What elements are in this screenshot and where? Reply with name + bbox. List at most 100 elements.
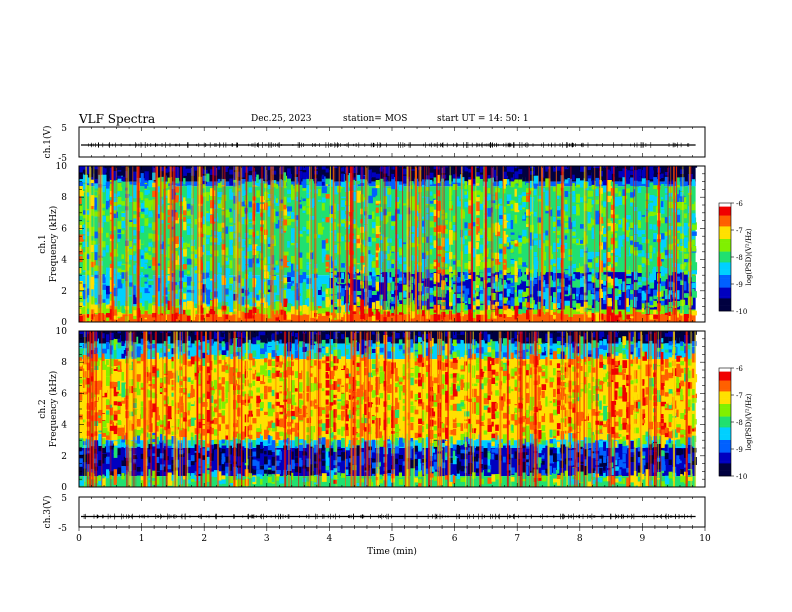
spectrogram-cell — [186, 331, 191, 336]
spectrogram-cell — [441, 249, 446, 257]
spectrogram-cell — [240, 179, 246, 184]
spectrogram-cell — [553, 221, 557, 226]
spectrogram-cell — [213, 298, 218, 307]
spectrogram-cell — [653, 166, 657, 171]
spectrogram-cell — [499, 279, 502, 289]
spectrogram-cell — [645, 302, 651, 307]
spectrogram-cell — [233, 255, 237, 264]
spectrogram-cell — [298, 185, 303, 190]
spectrogram-cell — [152, 446, 156, 454]
spectrogram-cell — [79, 264, 83, 268]
spectrogram-cell — [79, 480, 85, 486]
spectrogram-cell — [163, 332, 168, 341]
spectrogram-cell — [109, 331, 115, 336]
spectrogram-cell — [287, 197, 292, 203]
spectrogram-cell — [576, 204, 580, 210]
spectrogram-cell — [183, 264, 188, 270]
spectrogram-cell — [287, 291, 290, 299]
spectrogram-cell — [375, 300, 380, 310]
spectrogram-cell — [441, 166, 446, 174]
spectrogram-cell — [117, 403, 121, 410]
spectrogram-cell — [610, 282, 614, 289]
spectrogram-cell — [140, 331, 144, 333]
spectrogram-cell — [275, 185, 280, 192]
spectrogram-cell — [387, 202, 392, 208]
spectrogram-cell — [109, 443, 115, 450]
spectrogram-cell — [487, 295, 490, 301]
spectrogram-cell — [325, 168, 329, 173]
spectrogram-cell — [649, 252, 652, 259]
spectrogram-cell — [371, 306, 375, 312]
y-tick-label: 6 — [61, 224, 67, 234]
spectrogram-cell — [599, 277, 605, 284]
spectrogram-cell — [225, 424, 229, 430]
spectrogram-cell — [186, 219, 193, 224]
spectrogram-cell — [275, 230, 281, 240]
spectrogram-cell — [291, 198, 296, 206]
spectrogram-cell — [556, 166, 561, 171]
spectrogram-cell — [171, 396, 175, 401]
spectrogram-cell — [125, 166, 130, 169]
spectrogram-cell — [568, 186, 573, 193]
spectrogram-cell — [341, 188, 347, 197]
spectrogram-cell — [279, 216, 285, 221]
spectrogram-cell — [495, 255, 501, 265]
spectrogram-cell — [159, 199, 164, 205]
spectrogram-cell — [549, 254, 554, 260]
spectrogram-cell — [248, 212, 253, 220]
sferic-streak — [367, 166, 369, 322]
spectrogram-cell — [202, 336, 206, 342]
spectrogram-cell — [387, 277, 393, 283]
spectrogram-cell — [121, 452, 124, 461]
spectrogram-cell — [291, 270, 295, 277]
spectrogram-cell — [121, 272, 125, 279]
spectrogram-cell — [383, 309, 387, 315]
spectrogram-cell — [113, 226, 117, 231]
spectrogram-cell — [175, 309, 179, 317]
spectrogram-cell — [225, 403, 228, 409]
spectrogram-cell — [495, 274, 498, 282]
spectrogram-cell — [607, 214, 611, 223]
spectrogram-cell — [233, 178, 237, 183]
spectrogram-cell — [626, 227, 630, 237]
spectrogram-cell — [294, 215, 299, 220]
spectrogram-cell — [144, 308, 148, 318]
spectrogram-cell — [229, 260, 233, 269]
spectrogram-cell — [445, 206, 450, 212]
spectrogram-cell — [664, 272, 669, 280]
spectrogram-cell — [437, 273, 440, 283]
spectrogram-cell — [291, 256, 295, 263]
spectrogram-cell — [121, 252, 125, 259]
spectrogram-cell — [637, 276, 642, 282]
spectrogram-cell — [437, 237, 442, 246]
spectrogram-cell — [556, 173, 560, 178]
spectrogram-cell — [291, 278, 294, 284]
spectrogram-cell — [186, 433, 192, 441]
colorbar-tick-label: -6 — [736, 200, 743, 208]
spectrogram-cell — [129, 306, 132, 314]
spectrogram-cell — [156, 186, 161, 193]
spectrogram-cell — [79, 438, 84, 448]
spectrogram-cell — [244, 299, 250, 305]
spectrogram-cell — [237, 331, 241, 338]
spectrogram-cell — [691, 196, 695, 205]
spectrogram-cell — [264, 202, 270, 211]
spectrogram-cell — [630, 299, 634, 307]
spectrogram-cell — [86, 438, 92, 444]
spectrogram-cell — [522, 208, 525, 216]
spectrogram-cell — [217, 383, 223, 390]
spectrogram-cell — [510, 171, 514, 178]
spectrogram-cell — [217, 471, 222, 481]
spectrogram-cell — [171, 361, 175, 369]
spectrogram-cell — [676, 290, 680, 300]
spectrogram-cell — [213, 393, 218, 400]
spectrogram-cell — [175, 241, 179, 248]
sferic-streak — [127, 166, 130, 322]
spectrogram-cell — [468, 192, 472, 201]
spectrogram-cell — [475, 176, 481, 184]
spectrogram-cell — [202, 393, 208, 398]
spectrogram-cell — [136, 239, 142, 245]
spectrogram-cell — [387, 286, 391, 297]
spectrogram-cell — [210, 381, 214, 388]
spectrogram-cell — [456, 207, 461, 213]
